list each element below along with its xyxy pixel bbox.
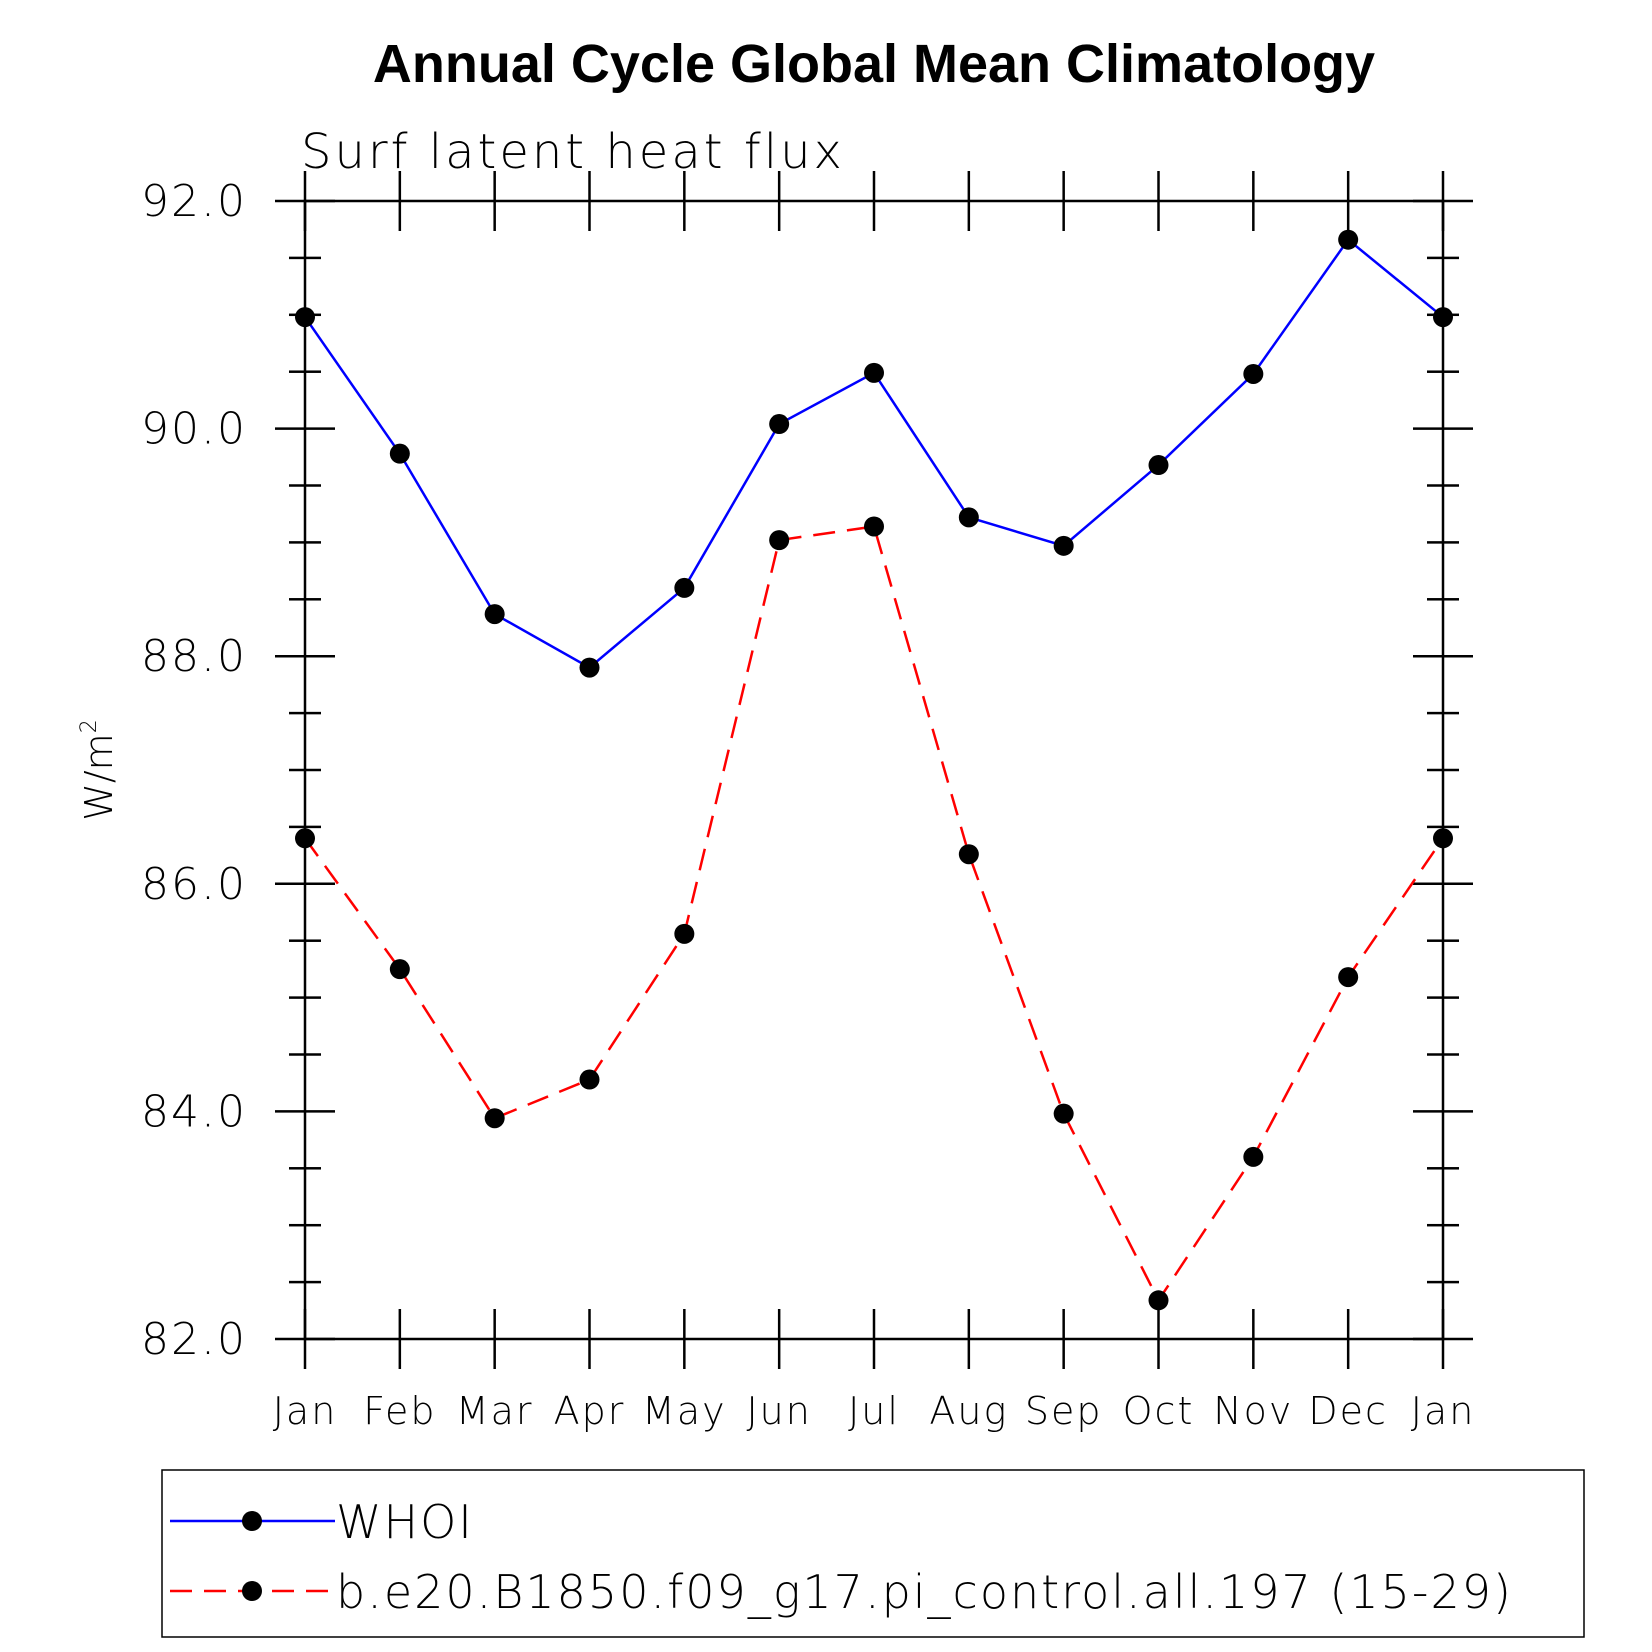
series-line-1 <box>303 525 1445 1303</box>
series-1-point <box>958 844 979 865</box>
series-0-point <box>1338 229 1359 250</box>
series-0-point <box>1148 455 1169 476</box>
x-tick-label: Oct <box>1123 1389 1195 1433</box>
x-tick-label: Jan <box>1411 1389 1476 1433</box>
chart-subtitle: Surf latent heat flux <box>301 124 845 180</box>
series-1-point <box>769 530 790 551</box>
series-line-0 <box>303 237 1444 670</box>
y-tick-labels: 82.0 84.0 86.0 88.0 90.0 92.0 <box>141 176 247 1365</box>
series-1-point <box>1433 828 1453 849</box>
series-0-point <box>295 307 315 328</box>
x-tick-label: Aug <box>929 1389 1008 1433</box>
legend-box <box>161 1469 1585 1638</box>
series-1-point <box>389 959 410 980</box>
series-1-point <box>295 828 315 849</box>
series-0-point <box>389 443 410 464</box>
y-tick-label: 92.0 <box>141 176 247 227</box>
x-tick-label: Mar <box>456 1389 534 1433</box>
series-0-point <box>864 362 884 383</box>
y-axis-label: W/m2 <box>77 719 121 820</box>
x-tick-label: Jan <box>273 1389 338 1433</box>
legend-label-1: b.e20.B1850.f09_g17.pi_control.all.197 (… <box>336 1565 1513 1619</box>
series-1-point <box>1338 967 1359 988</box>
y-tick-label: 86.0 <box>141 859 247 910</box>
legend-marker-1 <box>242 1581 262 1601</box>
y-tick-label: 88.0 <box>141 631 247 682</box>
axis-ticks <box>275 171 1473 1369</box>
x-tick-label: Jul <box>848 1389 900 1433</box>
series-1-point <box>1053 1103 1074 1124</box>
series-0-point <box>769 414 790 435</box>
chart-title: Annual Cycle Global Mean Climatology <box>373 34 1375 94</box>
y-tick-label: 82.0 <box>141 1314 247 1365</box>
x-tick-label: Apr <box>554 1389 626 1433</box>
x-tick-label: Dec <box>1308 1389 1388 1433</box>
series-0-point <box>1243 363 1264 384</box>
series-0-point <box>1433 307 1453 328</box>
y-axis-label-main: W/m <box>77 733 121 820</box>
x-tick-labels: Jan Feb Mar Apr May Jun Jul Aug Sep Oct Nov Dec Jan <box>273 1389 1476 1433</box>
series-0-point <box>674 577 695 598</box>
legend-label-0: WHOI <box>336 1495 474 1549</box>
x-tick-label: Jun <box>746 1389 811 1433</box>
y-tick-label: 90.0 <box>141 404 247 455</box>
x-tick-label: Feb <box>363 1389 436 1433</box>
series-0-point <box>958 507 979 528</box>
series-0-point <box>484 604 505 625</box>
series-0-point <box>1053 535 1074 556</box>
series-1-point <box>484 1108 505 1129</box>
series-1-point <box>579 1069 600 1090</box>
series-1-point <box>674 923 695 944</box>
x-tick-label: Sep <box>1025 1389 1103 1433</box>
series-markers <box>295 229 1453 1311</box>
x-tick-label: Nov <box>1213 1389 1293 1433</box>
series-1-point <box>1148 1290 1169 1311</box>
legend-marker-0 <box>242 1511 262 1531</box>
series-1-point <box>864 516 884 537</box>
x-tick-label: May <box>642 1389 727 1433</box>
y-tick-label: 84.0 <box>141 1086 247 1137</box>
series-0-point <box>579 657 600 678</box>
y-axis-label-superscript: 2 <box>77 719 102 733</box>
series-lines <box>303 237 1445 1303</box>
legend: WHOI b.e20.B1850.f09_g17.pi_control.all.1… <box>170 1495 1513 1619</box>
series-1-point <box>1243 1146 1264 1167</box>
